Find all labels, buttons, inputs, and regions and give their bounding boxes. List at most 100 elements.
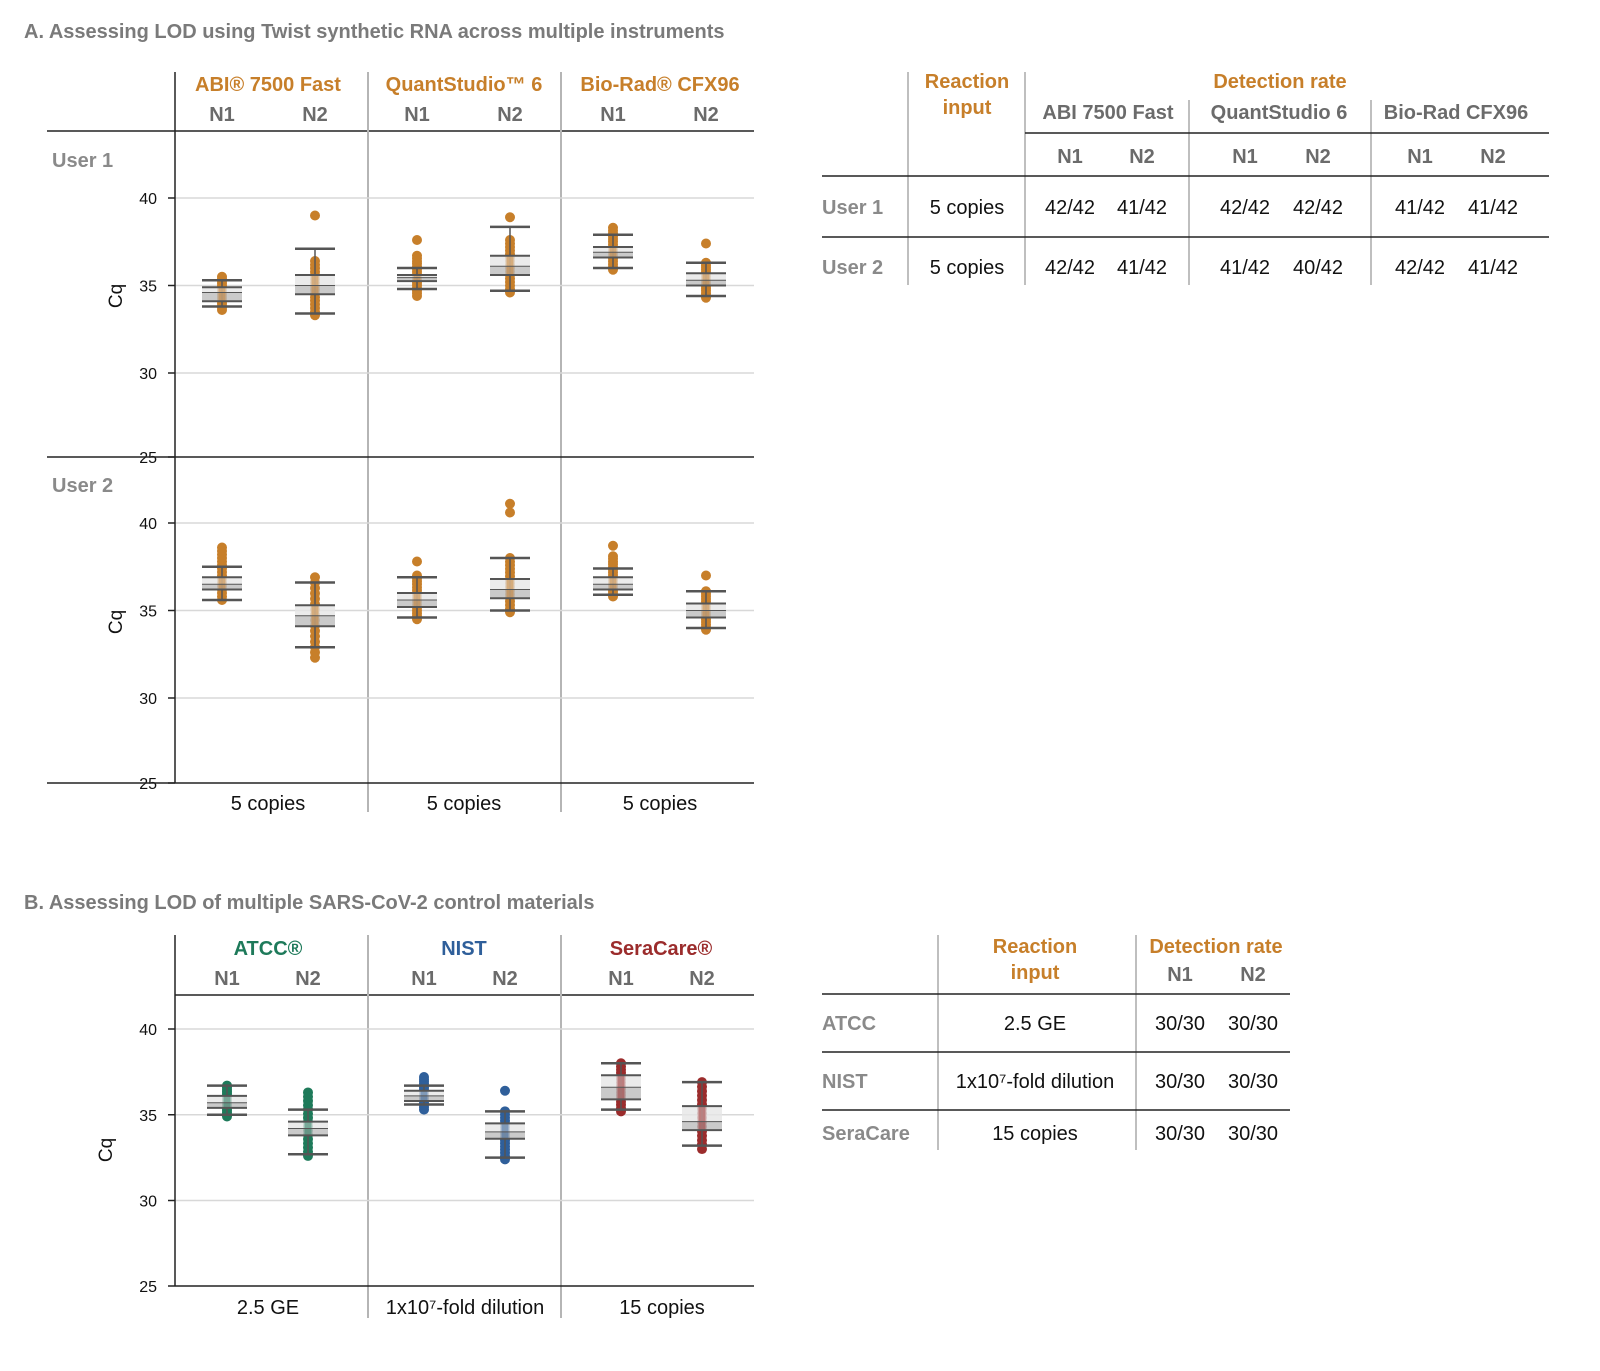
box-point-overlay: [218, 287, 226, 302]
detection-rate-cell: 42/42: [1395, 257, 1445, 279]
row-label: User 2: [822, 257, 883, 279]
box-point-overlay: [609, 577, 617, 590]
box-group-abi-7500-fast-n2: [295, 572, 335, 663]
target-column-header: N2: [1240, 964, 1266, 986]
y-tick-label: 30: [139, 366, 157, 383]
box-upper: [682, 1106, 722, 1122]
x-category-label: 2.5 GE: [237, 1297, 299, 1319]
detection-rate-cell: 30/30: [1228, 1071, 1278, 1093]
y-axis-label: Cq: [96, 1138, 117, 1162]
data-point: [608, 222, 618, 233]
box-upper: [593, 577, 633, 585]
facet-label-user-2: User 2: [52, 475, 113, 497]
box-lower: [593, 252, 633, 258]
x-category-label: 5 copies: [231, 793, 306, 815]
y-tick-label: 25: [139, 450, 157, 467]
box-point-overlay: [223, 1095, 231, 1108]
detection-rate-cell: 30/30: [1155, 1071, 1205, 1093]
box-upper: [295, 275, 335, 286]
outlier-point: [500, 1085, 510, 1096]
target-label: N1: [209, 104, 235, 126]
data-point: [419, 1072, 429, 1083]
reaction-input-header: Reaction: [993, 936, 1077, 958]
reaction-input-header: input: [1011, 962, 1060, 984]
detection-rate-cell: 42/42: [1045, 257, 1095, 279]
outlier-point: [505, 498, 515, 509]
box-lower: [593, 584, 633, 590]
y-axis-label: Cq: [106, 284, 127, 308]
data-point: [303, 1087, 313, 1098]
target-column-header: N2: [1129, 146, 1155, 168]
detection-rate-cell: 40/42: [1293, 257, 1343, 279]
detection-table-a: Reaction input Detection rate ABI 7500 F…: [822, 71, 1549, 285]
box-lower: [485, 1131, 525, 1139]
y-tick-label: 35: [139, 279, 157, 296]
box-point-overlay: [218, 577, 226, 590]
box-lower: [686, 610, 726, 618]
y-axis-label: Cq: [106, 610, 127, 634]
box-group-abi-7500-fast-n1: [202, 542, 242, 605]
target-label: N2: [492, 968, 518, 990]
box-point-overlay: [501, 1123, 509, 1139]
target-column-header: N1: [1232, 146, 1258, 168]
row-label: User 1: [822, 197, 883, 219]
outlier-point: [701, 238, 711, 249]
box-upper: [490, 579, 530, 590]
material-header-seracare: SeraCare®: [610, 938, 713, 960]
detection-rate-cell: 41/42: [1468, 257, 1518, 279]
x-category-label: 5 copies: [427, 793, 502, 815]
reaction-input-cell: 15 copies: [992, 1123, 1078, 1145]
box-point-overlay: [311, 275, 319, 295]
material-header-atcc: ATCC®: [234, 938, 303, 960]
box-lower: [490, 589, 530, 599]
detection-table-b: Reaction input Detection rate N1 N2 ATCC…: [822, 935, 1290, 1150]
box-lower: [202, 292, 242, 302]
box-upper: [207, 1095, 247, 1103]
box-lower: [682, 1121, 722, 1131]
box-upper: [202, 287, 242, 293]
detection-rate-cell: 42/42: [1045, 197, 1095, 219]
box-point-overlay: [506, 255, 514, 275]
box-group-bio-rad-cfx96-n1: [593, 222, 633, 275]
detection-rate-cell: 30/30: [1155, 1013, 1205, 1035]
box-upper: [295, 605, 335, 616]
box-group-abi-7500-fast-n2: [295, 210, 335, 321]
reaction-input-header: Reaction: [925, 71, 1009, 93]
instrument-header-abi: ABI® 7500 Fast: [195, 74, 341, 96]
reaction-input-cell: 5 copies: [930, 197, 1005, 219]
y-tick-label: 30: [139, 1194, 157, 1211]
box-point-overlay: [506, 579, 514, 599]
instrument-header-quantstudio: QuantStudio™ 6: [386, 74, 543, 96]
target-label: N1: [600, 104, 626, 126]
outlier-point: [701, 570, 711, 581]
outlier-point: [505, 212, 515, 223]
box-upper: [288, 1121, 328, 1129]
box-group-seracare--n2: [682, 1077, 722, 1155]
target-label: N2: [693, 104, 719, 126]
box-lower: [404, 1095, 444, 1102]
detection-rate-cell: 30/30: [1228, 1013, 1278, 1035]
target-label: N2: [302, 104, 328, 126]
box-lower: [295, 615, 335, 627]
detection-rate-cell: 41/42: [1468, 197, 1518, 219]
target-label: N1: [214, 968, 240, 990]
detection-rate-cell: 41/42: [1117, 197, 1167, 219]
detection-rate-cell: 30/30: [1228, 1123, 1278, 1145]
y-tick-label: 25: [139, 1279, 157, 1296]
y-tick-label: 40: [139, 1022, 157, 1039]
box-group-quantstudio-6-n2: [490, 212, 530, 298]
box-lower: [207, 1102, 247, 1108]
box-group-nist-n1: [404, 1072, 444, 1115]
box-group-quantstudio-6-n1: [397, 235, 437, 301]
detection-rate-cell: 41/42: [1220, 257, 1270, 279]
detection-rate-cell: 42/42: [1293, 197, 1343, 219]
box-point-overlay: [698, 1106, 706, 1131]
reaction-input-cell: 1x10⁷-fold dilution: [956, 1071, 1114, 1093]
box-upper: [404, 1090, 444, 1096]
instrument-column-header: Bio-Rad CFX96: [1384, 102, 1528, 124]
box-group-abi-7500-fast-n1: [202, 271, 242, 315]
box-group-seracare--n1: [601, 1058, 641, 1117]
target-label: N1: [404, 104, 430, 126]
box-lower: [397, 277, 437, 282]
box-upper: [485, 1123, 525, 1132]
